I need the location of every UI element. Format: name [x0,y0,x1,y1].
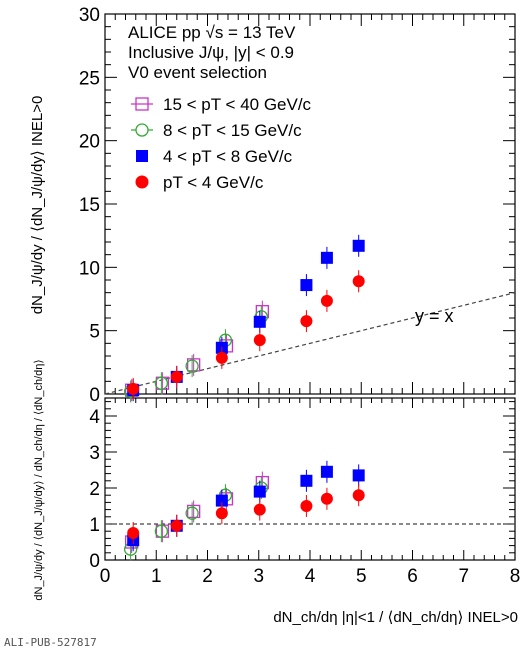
lower-y-tick-label: 3 [89,443,100,464]
upper-point-filled-square [320,251,333,264]
info-line-1: ALICE pp √s = 13 TeV [128,23,296,42]
upper-point-filled-square [352,239,365,252]
upper-point-open-circle [185,359,199,373]
upper-point-filled-circle [170,370,183,383]
x-tick-label: 3 [253,566,264,587]
x-tick-label: 0 [100,566,111,587]
upper-point-filled-circle [253,334,266,347]
upper-point-open-square [187,358,201,372]
x-axis-label: dN_ch/dη |η|<1 / ⟨dN_ch/dη⟩ INEL>0 [273,609,518,626]
legend-marker-open-square [135,97,149,111]
legend-label-1: 15 < pT < 40 GeV/c [163,95,312,114]
upper-point-filled-square [300,279,313,292]
lower-point-filled-circle [300,500,313,512]
lower-y-tick-label: 1 [89,515,100,536]
publication-watermark: ALI-PUB-527817 [4,636,97,649]
lower-point-open-square [187,504,201,519]
upper-point-filled-circle [215,351,228,364]
upper-point-filled-circle [352,275,365,288]
lower-point-filled-circle [253,503,266,516]
upper-y-tick-label: 20 [79,132,100,153]
legend-label-4: pT < 4 GeV/c [163,173,264,192]
info-line-2: Inclusive J/ψ, |y| < 0.9 [128,43,294,62]
lower-y-tick-label: 2 [89,479,100,500]
x-tick-label: 2 [202,566,213,587]
x-tick-label: 6 [407,566,418,587]
upper-y-tick-label: 25 [79,68,100,89]
legend-marker-filled-square [136,150,148,162]
upper-y-tick-label: 30 [79,5,100,26]
lower-point-filled-square [253,485,266,498]
lower-point-filled-square [320,465,333,478]
lower-point-filled-circle [127,527,140,539]
lower-point-filled-square [215,494,228,507]
info-line-3: V0 event selection [128,63,267,82]
lower-point-filled-circle [215,507,228,520]
upper-point-filled-circle [127,382,140,395]
x-tick-label: 7 [458,566,469,587]
legend-marker-open-circle [135,123,149,137]
reference-line-label: y = x [415,306,454,326]
upper-y-tick-label: 15 [79,195,100,216]
lower-point-filled-circle [170,519,183,532]
upper-y-tick-label: 5 [89,322,100,343]
upper-point-filled-circle [320,294,333,307]
lower-y-tick-label: 0 [89,551,100,572]
upper-point-filled-circle [300,315,313,328]
x-tick-label: 5 [356,566,367,587]
lower-point-filled-square [352,469,365,482]
legend: 15 < pT < 40 GeV/c 8 < pT < 15 GeV/c 4 <… [131,95,312,192]
upper-point-open-circle [154,376,169,390]
lower-point-filled-circle [320,492,333,505]
upper-point-filled-square [253,315,266,328]
lower-point-filled-circle [352,489,365,502]
upper-y-tick-label: 10 [79,258,100,279]
x-tick-label: 4 [305,566,316,587]
lower-point-filled-square [300,474,313,487]
upper-y-axis-label: dN_J/ψ/dy / ⟨dN_J/ψ/dy⟩ INEL>0 [29,96,46,315]
legend-marker-filled-circle [135,175,149,189]
upper-y-tick-label: 0 [89,385,100,406]
lower-y-axis-label: dN_J/ψ/dy / ⟨dN_J/ψ/dy⟩ / dN_ch/dη / ⟨dN… [33,359,45,600]
x-tick-label: 8 [510,566,521,587]
lower-point-open-circle [185,506,199,520]
legend-label-3: 4 < pT < 8 GeV/c [163,147,293,166]
x-tick-label: 1 [151,566,162,587]
lower-y-tick-label: 4 [89,407,100,428]
lower-point-open-circle [154,524,169,538]
legend-label-2: 8 < pT < 15 GeV/c [163,121,302,140]
